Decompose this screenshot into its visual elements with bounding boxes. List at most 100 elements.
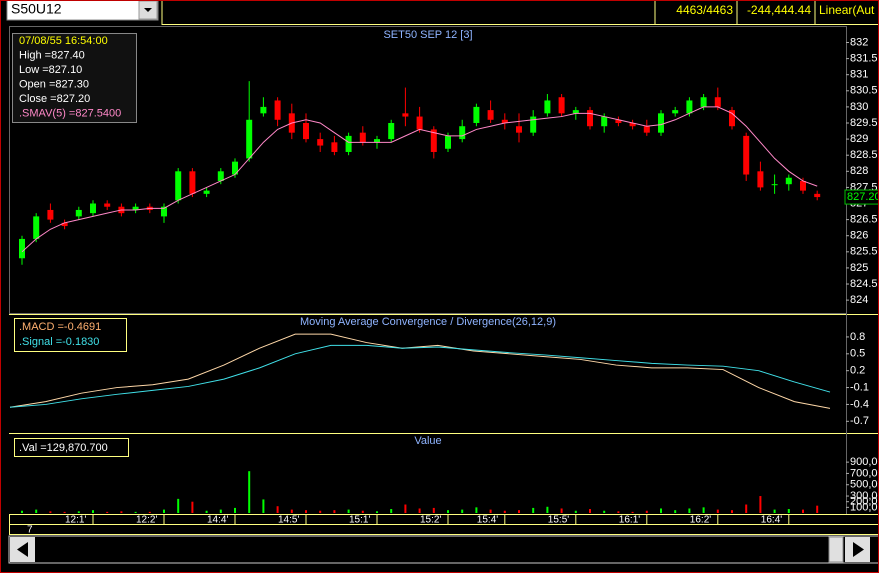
price-panel — [9, 26, 847, 314]
symbol-dropdown[interactable] — [6, 0, 159, 21]
y-tick-label: -0.7 — [850, 415, 869, 427]
volume-bar — [376, 511, 378, 513]
volume-bar — [77, 511, 80, 513]
volume-bar — [702, 507, 705, 513]
macd-legend-box — [14, 318, 127, 352]
y-tick-label: 829.5 — [850, 117, 878, 129]
indicator-line — [9, 333, 831, 409]
panel-title: Moving Average Convergence / Divergence(… — [300, 316, 556, 328]
volume-bar — [447, 510, 449, 513]
volume-bar — [518, 510, 520, 513]
x-tick-label: 14:5' — [278, 515, 299, 526]
volume-bar — [49, 511, 52, 513]
volume-bar — [674, 510, 677, 513]
arrow-left — [17, 542, 28, 557]
candle-body — [430, 129, 437, 152]
volume-bar — [432, 507, 435, 513]
candle-body — [33, 216, 40, 239]
scrollbar[interactable] — [8, 535, 879, 564]
candle-body — [814, 193, 821, 198]
candle-body — [19, 238, 25, 259]
candle-body — [175, 171, 182, 201]
dropdown-arrow — [144, 8, 152, 12]
volume-bar — [745, 504, 748, 513]
volume-bar — [234, 507, 236, 513]
y-tick-label: 300,000 — [850, 490, 879, 502]
volume-bar — [191, 501, 194, 513]
candle-body — [700, 97, 707, 107]
volume-bar — [560, 508, 563, 513]
y-tick-label: 700,000 — [850, 467, 879, 479]
volume-bar — [390, 509, 393, 513]
x-tick-label: 15:1' — [349, 515, 370, 526]
scale-mode: Linear(Aut — [819, 3, 875, 17]
info-line: High =827.40 — [19, 49, 85, 61]
candle-body — [757, 171, 764, 188]
candle-body — [714, 97, 721, 107]
pnl: -244,444.44 — [747, 3, 811, 17]
candle-body — [771, 184, 778, 186]
volume-bar — [177, 498, 180, 513]
candle-body — [246, 119, 253, 159]
panel-title: SET50 SEP 12 [3] — [383, 29, 472, 41]
candle-body — [331, 142, 338, 152]
x-tick-label: 16:2' — [690, 515, 711, 526]
x-tick-label: 15:5' — [548, 515, 569, 526]
volume-bar — [532, 507, 535, 513]
volume-bar — [305, 510, 307, 513]
y-tick-label: 828.5 — [850, 149, 878, 161]
candle-body — [217, 171, 224, 181]
symbol: S50U12 — [11, 1, 62, 17]
y-tick-label: -0.4 — [850, 398, 869, 410]
candle-body — [558, 97, 565, 114]
volume-bar — [574, 510, 577, 513]
volume-bar — [134, 511, 137, 513]
volume-bar — [35, 509, 38, 513]
x-tick-label: 14:4' — [207, 515, 228, 526]
volume-bar — [802, 509, 804, 513]
scroll-thumb[interactable] — [828, 536, 844, 563]
candle-body — [501, 119, 508, 123]
y-tick-label: 831.5 — [850, 52, 878, 64]
volume-bar — [461, 509, 464, 513]
candle-body — [374, 139, 380, 143]
volume-bar — [262, 499, 265, 513]
y-tick-label: 824.5 — [850, 278, 878, 290]
volume-bar — [631, 511, 634, 513]
y-tick-label: 825.5 — [850, 246, 878, 258]
x-tick-label: 15:4' — [477, 515, 498, 526]
info-line: .SMAV(5) =827.5400 — [19, 107, 121, 119]
volume-bar — [205, 510, 208, 513]
candle-body — [90, 203, 96, 214]
candle-body — [643, 126, 650, 133]
x-tick-label: 15:2' — [420, 515, 441, 526]
candle-body — [416, 116, 423, 130]
candle-body — [615, 119, 622, 123]
volume-bar — [347, 509, 350, 513]
candle-body — [459, 126, 466, 140]
candle-body — [61, 222, 68, 227]
volume-bar — [248, 471, 251, 513]
volume-bar — [660, 508, 662, 513]
candle-body — [487, 110, 494, 120]
count: 4463/4463 — [676, 3, 733, 17]
legend-entry: .Signal =-0.1830 — [19, 336, 99, 348]
y-tick-label: 828 — [850, 165, 868, 177]
candle-body — [317, 139, 324, 146]
x-tick-label: 12:2' — [136, 515, 157, 526]
y-tick-label: 0.8 — [850, 331, 865, 343]
volume-bar — [603, 510, 606, 513]
volume-bar — [503, 510, 506, 513]
volume-bar — [418, 508, 421, 513]
candle-body — [359, 132, 366, 143]
candle-body — [729, 110, 735, 127]
candle-body — [672, 110, 679, 114]
volume-bar — [773, 509, 776, 513]
volume-bar — [589, 509, 591, 513]
candle-body — [800, 180, 806, 191]
volume-bar — [688, 508, 691, 513]
y-tick-label: 824 — [850, 294, 868, 306]
volume-bar — [219, 509, 222, 513]
